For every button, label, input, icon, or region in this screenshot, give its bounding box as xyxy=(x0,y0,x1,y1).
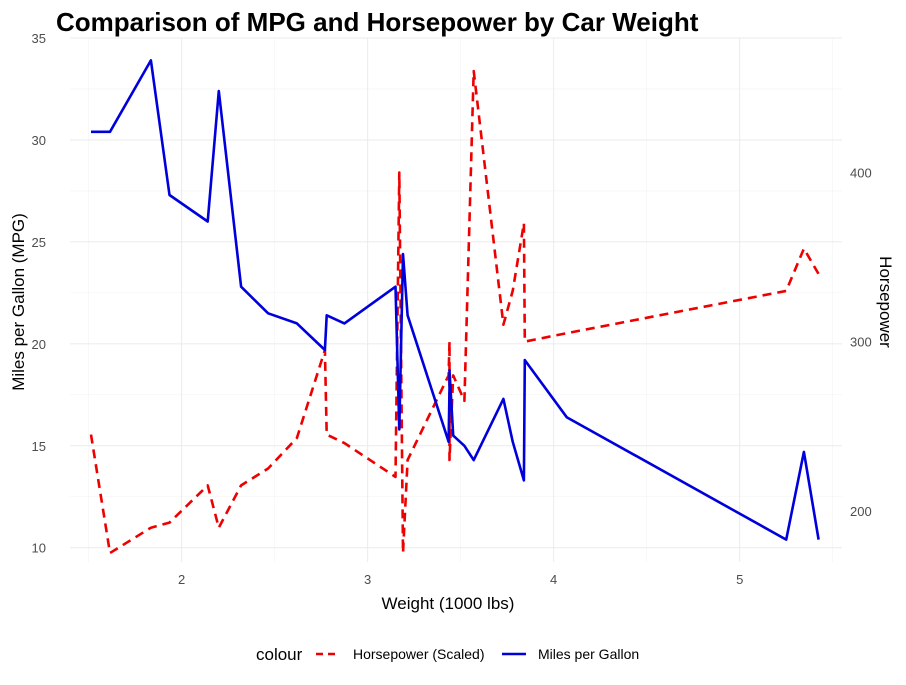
series-lines xyxy=(89,59,820,555)
legend-title: colour xyxy=(256,645,303,664)
x-tick-label: 3 xyxy=(364,572,371,587)
horsepower-line xyxy=(89,69,820,555)
y-tick-label: 15 xyxy=(32,439,46,454)
x-tick-label: 5 xyxy=(736,572,743,587)
y-tick-label: 30 xyxy=(32,133,46,148)
y2-tick-label: 300 xyxy=(850,335,872,350)
mpg-line xyxy=(91,59,820,541)
chart-title: Comparison of MPG and Horsepower by Car … xyxy=(56,7,699,37)
y-axis-label: Miles per Gallon (MPG) xyxy=(9,213,28,391)
x-axis-label: Weight (1000 lbs) xyxy=(382,594,515,613)
y-tick-label: 10 xyxy=(32,541,46,556)
legend: colour Horsepower (Scaled) Miles per Gal… xyxy=(256,645,639,664)
x-tick-label: 4 xyxy=(550,572,557,587)
legend-label-horsepower: Horsepower (Scaled) xyxy=(353,646,485,662)
y2-tick-label: 400 xyxy=(850,165,872,180)
x-tick-label: 2 xyxy=(178,572,185,587)
y-tick-label: 25 xyxy=(32,235,46,250)
legend-label-mpg: Miles per Gallon xyxy=(538,646,639,662)
y2-axis-label: Horsepower xyxy=(876,256,895,348)
y-tick-label: 20 xyxy=(32,337,46,352)
y2-tick-label: 200 xyxy=(850,504,872,519)
y-tick-label: 35 xyxy=(32,31,46,46)
grid xyxy=(70,37,842,562)
tick-labels: 2 3 4 5 10 15 20 25 30 35 200 300 400 xyxy=(32,31,872,587)
